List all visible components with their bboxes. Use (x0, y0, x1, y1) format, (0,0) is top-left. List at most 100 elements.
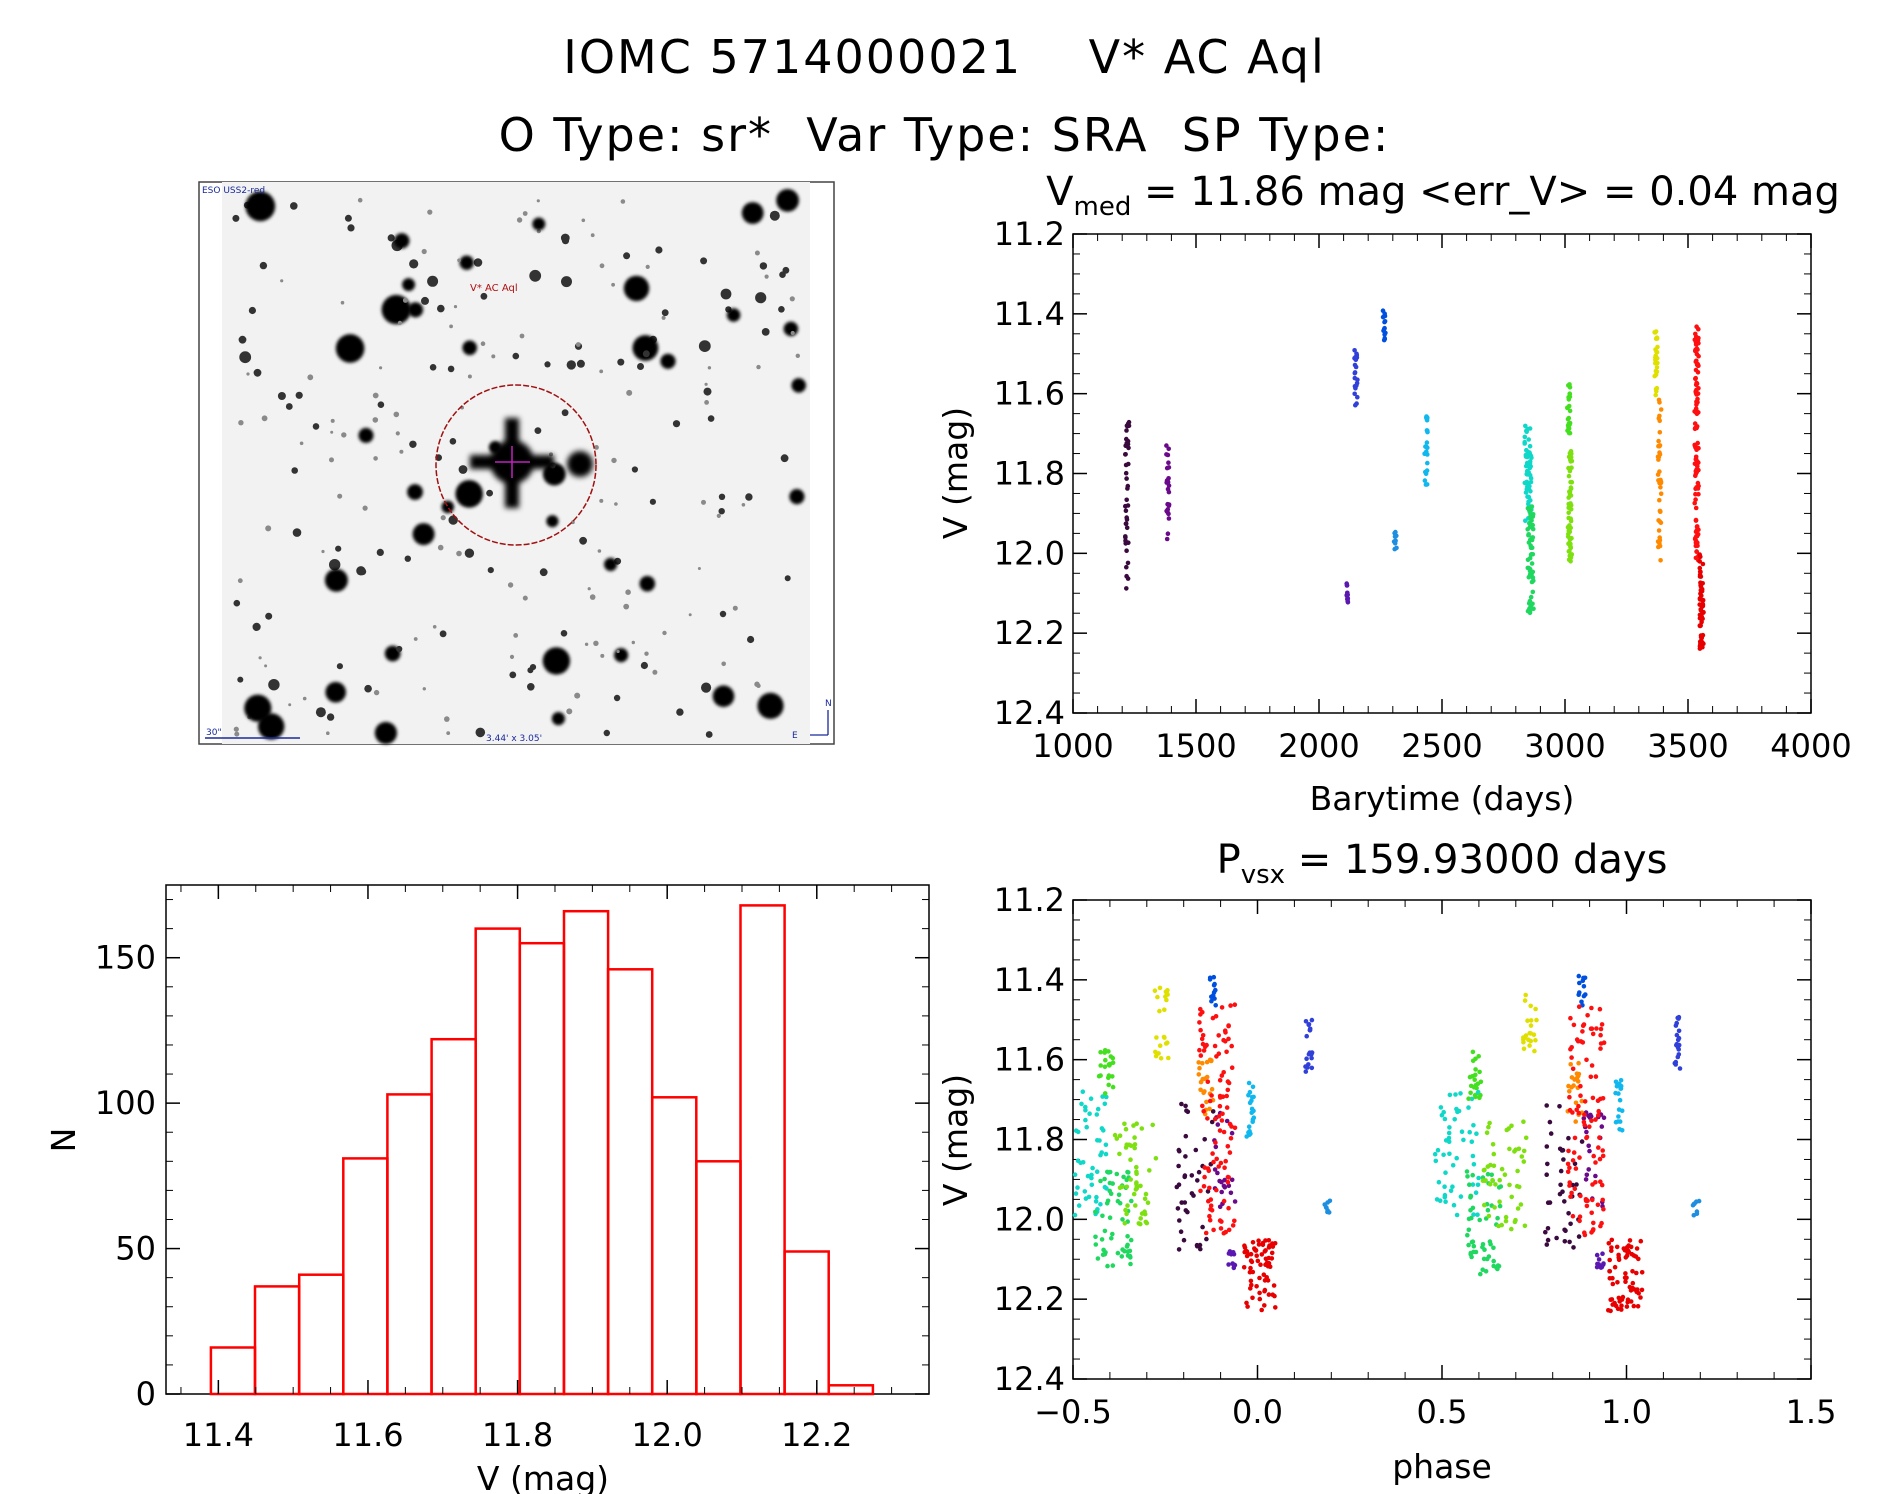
data-point (1203, 1230, 1209, 1236)
data-point (1701, 610, 1706, 615)
finder-star (599, 369, 604, 374)
finder-star (791, 378, 806, 393)
data-point (1572, 1186, 1578, 1192)
data-point (1587, 1124, 1592, 1129)
finder-star (387, 234, 395, 242)
data-point (1199, 1036, 1205, 1042)
finder-star (576, 359, 585, 368)
data-point (1484, 1130, 1490, 1135)
data-point (1185, 1209, 1190, 1215)
data-point (1450, 1163, 1456, 1168)
finder-star-field (232, 189, 806, 745)
finder-star (326, 731, 330, 735)
data-point (1109, 1236, 1114, 1241)
data-point (1093, 1199, 1099, 1204)
finder-star (626, 389, 633, 396)
y-tick-label: 11.2 (994, 215, 1065, 253)
finder-star (566, 708, 573, 715)
data-point (1477, 1217, 1482, 1223)
data-point (1545, 1226, 1551, 1231)
finder-star (399, 449, 404, 454)
data-point (1435, 1147, 1441, 1153)
data-point (1562, 1227, 1567, 1233)
header-line-2: O Type: sr* Var Type: SRA SP Type: (498, 108, 1391, 162)
data-point (1223, 1229, 1228, 1235)
finder-star (784, 575, 791, 582)
finder-star (769, 210, 780, 221)
data-point (1195, 1178, 1200, 1183)
data-point (1618, 1083, 1624, 1089)
finder-star (312, 423, 320, 430)
data-point (1612, 1264, 1618, 1270)
data-point (1566, 510, 1571, 515)
data-point (1132, 1145, 1137, 1151)
data-point (1619, 1303, 1624, 1308)
data-point (1566, 454, 1572, 460)
finder-star (661, 315, 666, 320)
histogram-bars (209, 904, 875, 1396)
data-point (1072, 1212, 1078, 1218)
data-point (1526, 501, 1531, 507)
finder-star (652, 669, 658, 675)
y-tick-label: 150 (95, 939, 156, 977)
data-point (1078, 1160, 1083, 1166)
data-point (1653, 368, 1659, 374)
data-point (1157, 1043, 1163, 1048)
data-point (1100, 1213, 1105, 1219)
data-point (1623, 1271, 1628, 1276)
data-point (1599, 1124, 1605, 1129)
y-tick-label: 11.8 (994, 1121, 1065, 1159)
data-point (1443, 1199, 1448, 1204)
y-tick-label: 11.4 (994, 961, 1065, 999)
data-point (1089, 1172, 1094, 1178)
data-point (1568, 1062, 1573, 1067)
histogram-bar (827, 1384, 875, 1396)
data-point (1572, 1161, 1578, 1167)
data-point (1248, 1278, 1254, 1284)
data-point (1594, 1252, 1600, 1258)
data-point (1424, 440, 1430, 445)
data-point (1567, 382, 1572, 387)
data-point (1125, 486, 1130, 491)
data-point (1599, 1182, 1605, 1188)
data-point (1166, 1055, 1171, 1061)
data-point (1530, 569, 1536, 575)
finder-star (376, 548, 384, 557)
data-point (1344, 592, 1349, 598)
y-tick-label: 12.4 (994, 1360, 1065, 1398)
data-point (1179, 1200, 1184, 1205)
data-point (1530, 526, 1536, 532)
data-point (1657, 519, 1663, 524)
data-point (1574, 1071, 1580, 1076)
data-point (1139, 1126, 1145, 1131)
finder-star (756, 364, 761, 370)
data-point (1693, 518, 1699, 523)
finder-star (307, 374, 314, 381)
data-point (1082, 1189, 1088, 1194)
finder-star (233, 726, 239, 732)
data-point (1105, 1263, 1110, 1269)
data-point (1566, 415, 1572, 421)
data-point (1242, 1245, 1248, 1250)
data-point (1557, 1104, 1562, 1109)
data-point (1566, 397, 1572, 402)
histogram-panel: 11.4 11.6 11.8 12.0 12.2 0 50 100 150 V (mag) N (44, 884, 930, 1494)
data-point (1101, 1247, 1106, 1253)
finder-star (637, 363, 644, 370)
data-point (1212, 981, 1217, 987)
data-point (1098, 1152, 1103, 1158)
data-point (1225, 1179, 1231, 1185)
data-point (1526, 540, 1532, 545)
data-point (1630, 1285, 1635, 1291)
data-point (1216, 1164, 1221, 1169)
finder-star (491, 354, 496, 359)
data-point (1692, 500, 1697, 506)
finder-star (623, 603, 630, 610)
data-point (1257, 1296, 1263, 1302)
fov-label: 3.44' x 3.05' (486, 734, 542, 744)
data-point (1623, 1255, 1629, 1260)
data-point (1583, 1198, 1589, 1203)
data-point (1352, 362, 1358, 368)
data-point (1587, 1148, 1592, 1154)
histogram-bar (386, 1093, 433, 1396)
